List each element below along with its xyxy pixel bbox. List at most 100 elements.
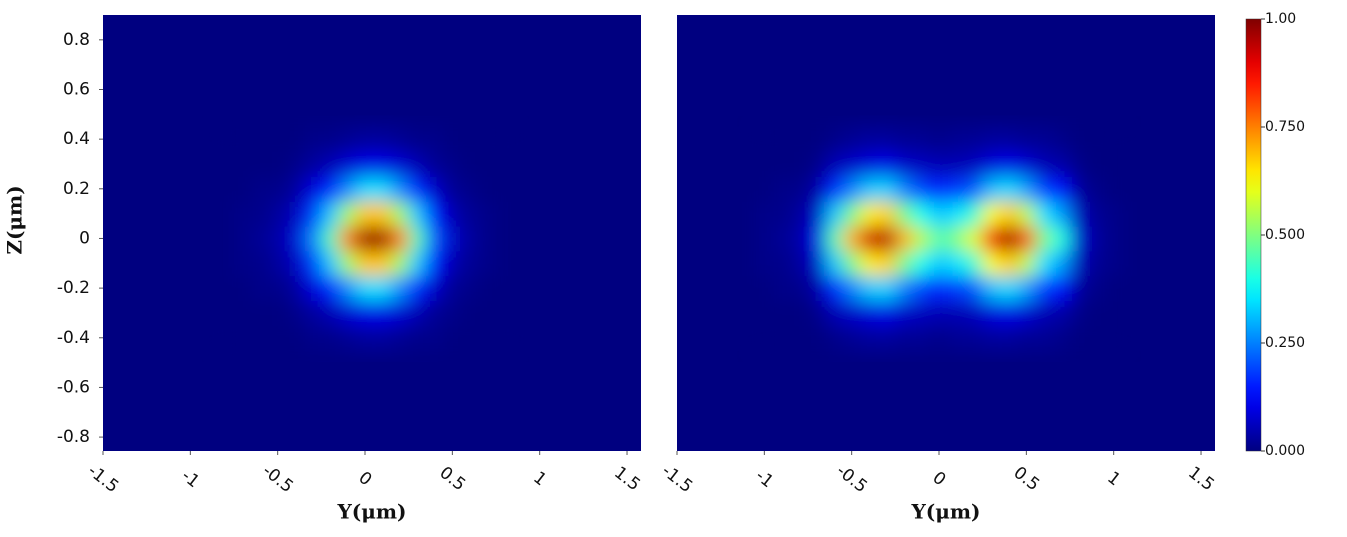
heat-cell <box>321 226 340 252</box>
heat-cell <box>1035 151 1054 177</box>
heat-cell <box>234 325 252 351</box>
heat-cell <box>755 325 774 351</box>
heat-cell <box>982 151 1001 177</box>
heat-cell <box>321 325 340 351</box>
heat-cell <box>1000 201 1019 227</box>
heat-cell <box>842 126 861 153</box>
heat-cell <box>338 275 357 302</box>
heat-cell <box>1104 201 1123 227</box>
heat-cell <box>755 275 774 302</box>
heat-cell <box>1017 250 1036 277</box>
heat-cell <box>478 250 497 277</box>
heat-cell <box>947 201 966 227</box>
heat-cell <box>842 250 861 277</box>
heat-cell <box>860 176 879 202</box>
heat-cell <box>877 176 896 202</box>
heat-cell <box>286 300 305 326</box>
heat-cell <box>912 300 931 326</box>
heat-cell <box>842 226 861 252</box>
y-tick-label: -0.8 <box>57 427 90 447</box>
y-tick-label: 0.4 <box>63 129 90 149</box>
heat-cell <box>842 176 861 202</box>
heat-cell <box>373 325 392 351</box>
heat-cell <box>808 176 826 202</box>
heat-cell <box>356 201 375 227</box>
heat-cell <box>982 300 1001 326</box>
heat-cell <box>773 300 792 326</box>
heat-cell <box>1052 176 1071 202</box>
heat-cell <box>965 126 984 153</box>
heat-cell <box>303 300 322 326</box>
heat-cell <box>1052 250 1071 277</box>
heat-cell <box>373 176 392 202</box>
heat-cell <box>773 176 792 202</box>
heat-cell <box>860 250 879 277</box>
heat-cell <box>877 275 896 302</box>
heat-cell <box>825 275 844 302</box>
x-tick-label: 0 <box>355 468 376 490</box>
heat-cell <box>496 300 514 326</box>
heat-cell <box>773 201 792 227</box>
heat-cell <box>461 300 480 326</box>
heat-cell <box>268 275 287 302</box>
y-tick-label: 0.2 <box>63 179 90 199</box>
heat-cell <box>930 300 949 326</box>
heat-cell <box>356 176 375 202</box>
heat-cell <box>426 275 445 302</box>
y-axis-label: Z(μm) <box>3 185 27 254</box>
heat-cell <box>373 201 392 227</box>
heat-cell <box>930 325 949 351</box>
heat-cell <box>982 201 1001 227</box>
heat-cell <box>408 275 427 302</box>
heat-cell <box>947 325 966 351</box>
heat-cell <box>356 151 375 177</box>
heat-cell <box>321 151 340 177</box>
y-tick-label: -0.2 <box>57 278 90 298</box>
heat-cell <box>286 325 305 351</box>
heat-cell <box>912 250 931 277</box>
heat-cell <box>965 226 984 252</box>
heatmap <box>216 126 514 351</box>
heat-cell <box>496 201 514 227</box>
heat-cell <box>982 126 1001 153</box>
heat-cell <box>825 176 844 202</box>
heat-cell <box>808 226 826 252</box>
heat-cell <box>373 151 392 177</box>
heat-cell <box>790 300 809 326</box>
heat-cell <box>755 151 774 177</box>
heat-cell <box>773 151 792 177</box>
heat-cell <box>790 201 809 227</box>
heat-cell <box>216 126 235 153</box>
heat-cell <box>1000 300 1019 326</box>
heat-cell <box>356 325 375 351</box>
heat-cell <box>1017 226 1036 252</box>
heat-cell <box>912 325 931 351</box>
heat-cell <box>895 151 914 177</box>
heat-cell <box>251 201 270 227</box>
heat-cell <box>1104 250 1123 277</box>
heat-cell <box>251 325 270 351</box>
heat-cell <box>234 126 252 153</box>
heat-cell <box>825 151 844 177</box>
heat-cell <box>947 275 966 302</box>
heat-cell <box>1017 126 1036 153</box>
heat-cell <box>1035 300 1054 326</box>
heat-cell <box>912 126 931 153</box>
heat-cell <box>1070 151 1088 177</box>
heat-cell <box>426 300 445 326</box>
heat-cell <box>790 151 809 177</box>
heat-cell <box>1000 176 1019 202</box>
heat-cell <box>408 176 427 202</box>
heat-cell <box>391 151 410 177</box>
heat-cell <box>216 201 235 227</box>
x-tick-label: -0.5 <box>832 461 870 497</box>
heat-cell <box>408 201 427 227</box>
heat-cell <box>373 126 392 153</box>
heat-cell <box>930 201 949 227</box>
plot-area <box>677 15 1215 451</box>
heat-cell <box>1035 275 1054 302</box>
heat-cell <box>321 300 340 326</box>
heat-cell <box>216 176 235 202</box>
heat-cell <box>895 226 914 252</box>
heat-cell <box>773 126 792 153</box>
